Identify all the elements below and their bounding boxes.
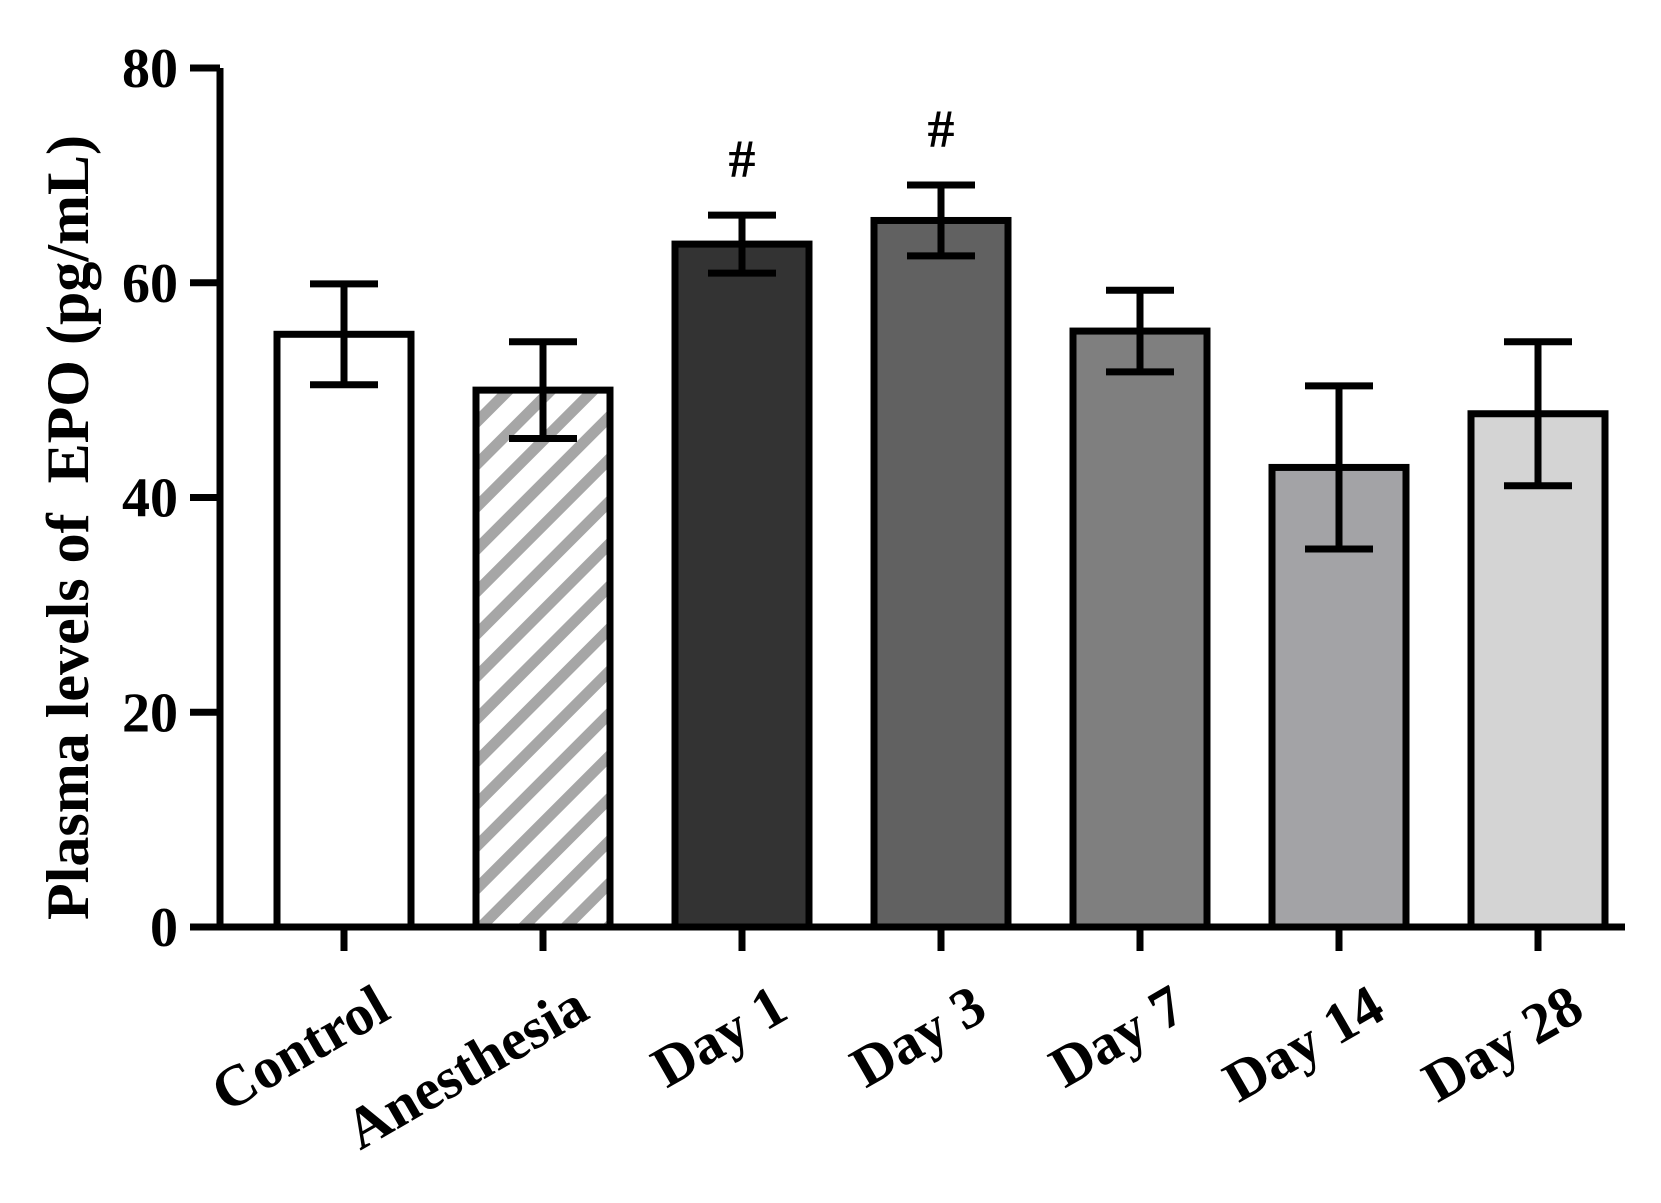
y-axis-title: Plasma levels of EPO (pg/mL) [35, 135, 101, 920]
bar-control [273, 330, 415, 931]
y-tick-label: 20 [122, 682, 178, 744]
error-bar-day-28 [1504, 338, 1572, 490]
error-bar-anesthesia [509, 338, 577, 442]
error-bar-control [310, 280, 378, 389]
x-tick-label: Day 14 [1213, 972, 1395, 1114]
significance-mark: # [928, 99, 955, 159]
error-bar-day-14 [1305, 382, 1373, 553]
bar-day-1 [671, 240, 813, 931]
error-bar-day-7 [1106, 286, 1174, 376]
bar-day-7 [1069, 327, 1211, 931]
x-tick-label: Day 7 [1039, 972, 1196, 1100]
y-tick-label: 0 [150, 897, 178, 959]
x-tick-label: Day 3 [840, 972, 997, 1100]
bar-day-28 [1467, 410, 1609, 931]
significance-mark: # [729, 129, 756, 189]
error-bar-day-1 [708, 211, 776, 277]
x-tick-label: Day 28 [1412, 972, 1594, 1114]
bar-day-3 [870, 216, 1012, 931]
x-tick-label: Day 1 [641, 972, 798, 1100]
bar-anesthesia [472, 386, 614, 931]
y-tick-label: 80 [122, 38, 178, 100]
y-tick-label: 60 [122, 253, 178, 315]
y-tick-label: 40 [122, 468, 178, 530]
error-bar-day-3 [907, 181, 975, 260]
